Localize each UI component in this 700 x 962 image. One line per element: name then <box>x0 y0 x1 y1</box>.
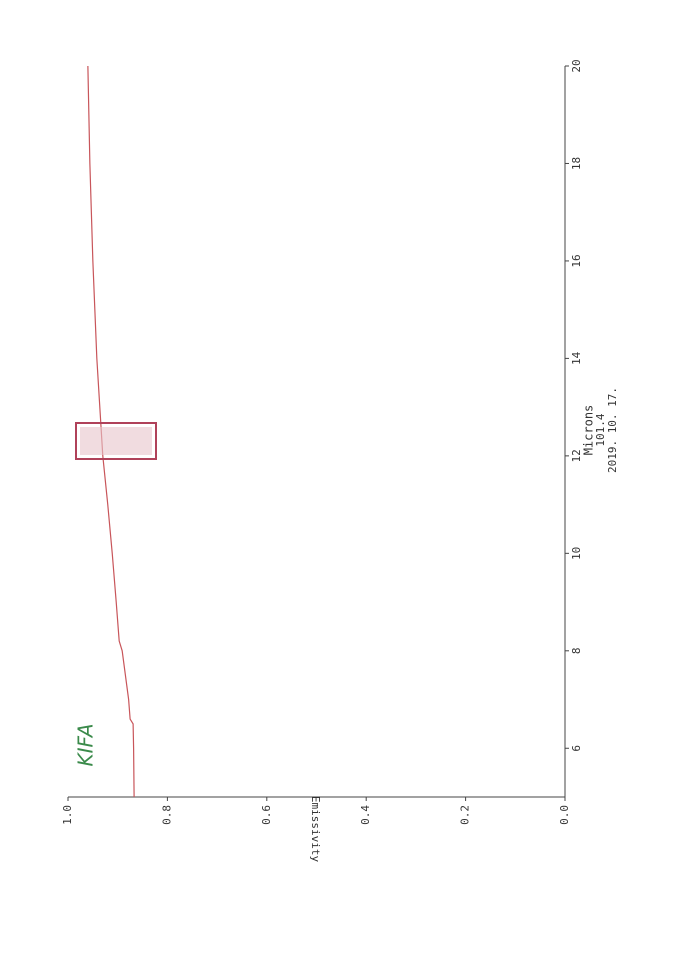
logo-annotation: KIFA <box>74 723 98 766</box>
y-tick-label: 1.0 <box>61 805 74 825</box>
rotated-plot: 6 8 10 12 14 16 18 20 0.0 0.2 0.4 0.6 0.8 1.0 Microns1… <box>61 59 619 862</box>
x-tick-label: 14 <box>570 351 583 365</box>
annotation: 2019. 10. 17. <box>606 387 619 473</box>
x-tick-label: 6 <box>570 745 583 752</box>
y-tick-label: 0.0 <box>558 805 571 825</box>
y-tick-label: 0.6 <box>260 805 273 825</box>
y-tick-label: 0.8 <box>160 805 173 825</box>
x-tick-label: 16 <box>570 254 583 267</box>
data-line <box>87 65 135 798</box>
stamp-fill <box>80 427 152 455</box>
annotation: 101.4 <box>594 413 607 446</box>
x-tick-label: 10 <box>570 547 583 560</box>
x-tick-label: 12 <box>570 449 583 462</box>
x-axis-label: Microns <box>582 405 596 456</box>
x-tick-label: 8 <box>570 647 583 654</box>
stamp-border <box>75 422 157 460</box>
x-tick-label: 18 <box>570 157 583 170</box>
y-tick-label: 0.4 <box>359 805 372 825</box>
y-axis-label: Emissivity <box>309 796 322 863</box>
y-tick-label: 0.2 <box>459 805 472 825</box>
x-tick-label: 20 <box>570 59 583 72</box>
stamp <box>75 422 157 460</box>
